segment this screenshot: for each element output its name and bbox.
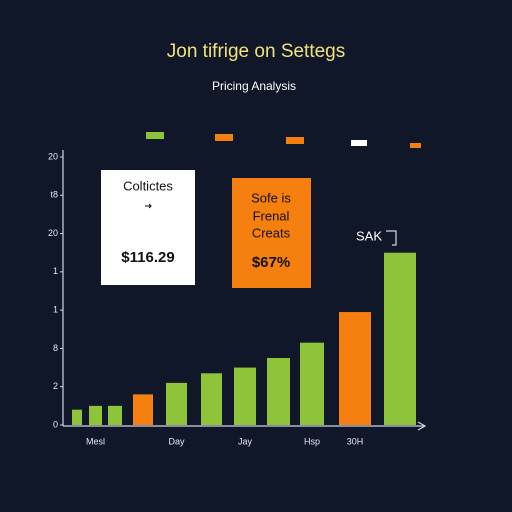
y-tick-label: 2 (53, 381, 58, 391)
annotation-text: Frenal (253, 208, 290, 223)
x-axis-arrow (417, 421, 427, 431)
x-tick-label: Mesl (86, 436, 105, 446)
annotation-box (101, 170, 195, 285)
bar (166, 382, 187, 425)
x-tick-label: Jay (238, 436, 253, 446)
chart-subtitle: Pricing Analysis (212, 79, 296, 93)
y-tick-label: 20 (48, 151, 58, 161)
bar (201, 373, 222, 425)
legend-swatch (215, 134, 233, 141)
annotation-text: Coltictes (123, 178, 173, 193)
chart-title: Jon tifrige on Settegs (167, 41, 346, 62)
x-tick-label: Hsp (304, 436, 320, 446)
y-tick-label: 0 (53, 419, 58, 429)
bar (133, 394, 153, 425)
legend-swatch (146, 132, 164, 139)
bar (234, 367, 256, 425)
annotation-box (232, 178, 311, 288)
annotation-text: Creats (252, 225, 291, 240)
y-tick-label: 1 (53, 305, 58, 315)
annotation-value: $116.29 (121, 249, 174, 266)
annotation-arrow (145, 203, 152, 209)
annotation-text: Sofe is (251, 190, 291, 205)
x-tick-label: Day (168, 436, 185, 446)
legend-swatches (146, 132, 421, 148)
annotation-bracket (386, 230, 397, 246)
annotation-value: $67% (252, 254, 290, 271)
bar (384, 252, 416, 425)
x-tick-label: 30H (347, 436, 364, 446)
legend-swatch (351, 140, 367, 146)
bar (89, 405, 102, 425)
bar (72, 409, 82, 425)
legend-swatch (286, 137, 304, 144)
bar (339, 312, 371, 425)
bar (300, 342, 324, 425)
y-tick-label: 8 (53, 343, 58, 353)
y-tick-label: t8 (50, 190, 58, 200)
y-tick-label: 20 (48, 228, 58, 238)
legend-swatch (410, 143, 421, 148)
bar (108, 405, 122, 425)
y-tick-label: 1 (53, 266, 58, 276)
annotation-text: SAK (356, 228, 382, 243)
bar (267, 358, 290, 425)
